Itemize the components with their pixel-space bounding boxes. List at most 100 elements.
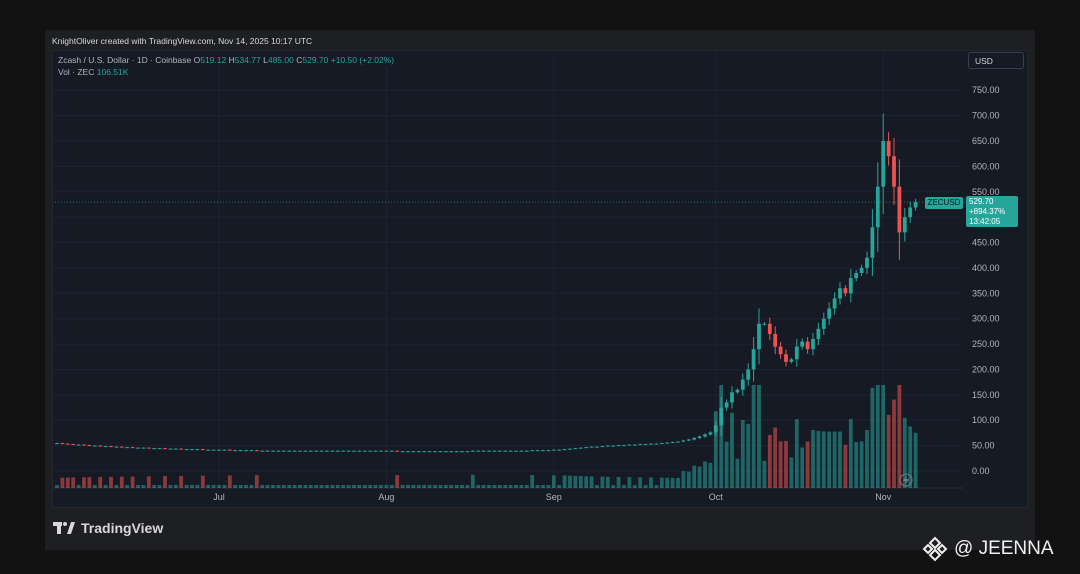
volume-bar [157, 485, 162, 488]
candle-body [805, 341, 810, 350]
volume-bar [346, 485, 351, 488]
open-label: O [193, 55, 201, 65]
tradingview-logo-icon [53, 522, 75, 534]
candle-body [325, 450, 329, 452]
candles [55, 113, 918, 453]
volume-bar [735, 458, 740, 488]
volume-bar [492, 485, 497, 488]
volume-bar [832, 431, 837, 488]
volume-bar [676, 477, 680, 488]
volume-bar [146, 476, 151, 488]
candle-body [60, 443, 65, 445]
volume-bar [784, 440, 788, 488]
candle-body [681, 440, 686, 442]
volume-bar [460, 485, 464, 488]
candle-body [541, 450, 545, 452]
volume-bar [373, 485, 378, 488]
candle-body [157, 448, 162, 450]
volume-bar [622, 485, 626, 488]
candle-body [508, 450, 513, 452]
volume-bar [638, 477, 643, 488]
volume-bar [670, 477, 675, 488]
volume-bar [222, 485, 227, 488]
volume-bar [314, 485, 319, 488]
volume-bar [335, 485, 340, 488]
candle-body [125, 447, 130, 449]
candle-body [557, 449, 562, 451]
candle-body [362, 450, 367, 452]
candle-body [368, 450, 373, 452]
candle-body [908, 207, 913, 218]
candle-body [130, 447, 135, 449]
volume-bar [152, 485, 157, 488]
volume-bar [751, 385, 756, 488]
tradingview-logo: TradingView [53, 520, 163, 536]
candle-body [503, 450, 508, 452]
low-value: 485.00 [267, 55, 294, 65]
volume-bar [55, 485, 59, 488]
volume-bar [368, 485, 373, 488]
candle-body [778, 346, 783, 355]
volume-bar [481, 485, 486, 488]
x-tick-label: Aug [378, 492, 394, 502]
candle-body [719, 407, 724, 426]
candle-body [519, 450, 524, 452]
chart-grid [53, 52, 963, 489]
candle-body [254, 450, 259, 452]
volume-bar [87, 477, 92, 488]
candle-body [762, 323, 767, 325]
y-tick-label: 200.00 [972, 364, 1000, 374]
candle-body [897, 186, 902, 233]
candle-body [298, 450, 302, 452]
candle-body [71, 444, 76, 446]
bar-countdown: 13:42:05 [969, 217, 1001, 226]
volume-bar [654, 485, 659, 488]
candle-body [605, 445, 610, 447]
y-tick-label: 750.00 [972, 85, 1000, 95]
volume-bar [298, 485, 302, 488]
volume-bar [697, 466, 702, 488]
candle-body [400, 451, 405, 453]
candle-body [168, 448, 173, 450]
candle-body [200, 449, 205, 451]
candle-body [497, 450, 502, 452]
watermark: @ JEENNA [922, 536, 1054, 562]
volume-bar [395, 475, 400, 488]
candle-body [411, 451, 416, 453]
candle-body [433, 451, 437, 453]
volume-bar [190, 485, 194, 488]
candle-body [141, 447, 146, 449]
currency-button[interactable]: USD [968, 52, 1024, 69]
candle-body [395, 450, 400, 452]
watermark-text: @ JEENNA [954, 538, 1054, 559]
candle-body [65, 443, 70, 445]
candle-body [460, 451, 464, 453]
candle-body [686, 439, 691, 441]
candle-body [767, 323, 772, 334]
volume-bar [379, 485, 383, 488]
candle-body [190, 449, 194, 451]
volume-bar [913, 432, 918, 488]
volume-bar [227, 475, 232, 488]
candle-body [746, 369, 751, 380]
volume-bar [303, 485, 308, 488]
y-tick-label: 450.00 [972, 238, 1000, 248]
candle-body [470, 450, 475, 452]
candle-body [249, 450, 254, 452]
volume-bars [55, 385, 918, 488]
replay-icon[interactable] [899, 473, 913, 487]
volume-bar [362, 485, 367, 488]
candle-body [757, 323, 761, 350]
volume-bar [508, 485, 513, 488]
volume-bar [908, 426, 913, 488]
volume-bar [708, 462, 713, 488]
volume-label: Vol · ZEC [58, 67, 95, 77]
y-tick-label: 350.00 [972, 288, 1000, 298]
candle-body [476, 450, 481, 452]
volume-bar [854, 441, 859, 488]
candle-body [816, 328, 821, 339]
x-tick-label: Sep [546, 492, 562, 502]
volume-bar [254, 475, 259, 488]
volume-bar [497, 485, 502, 488]
